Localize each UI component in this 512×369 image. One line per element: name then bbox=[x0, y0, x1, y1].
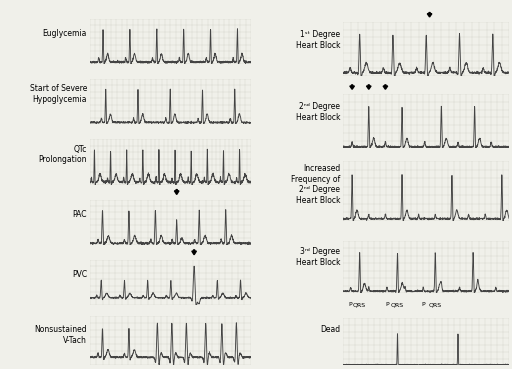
Text: P: P bbox=[385, 302, 389, 307]
Text: P: P bbox=[421, 302, 425, 307]
Text: Euglycemia: Euglycemia bbox=[42, 29, 87, 38]
Text: PVC: PVC bbox=[72, 270, 87, 279]
Text: Dead: Dead bbox=[321, 325, 340, 334]
Text: 1ˢᵗ Degree
Heart Block: 1ˢᵗ Degree Heart Block bbox=[296, 30, 340, 49]
Text: QRS: QRS bbox=[429, 302, 442, 307]
Text: Start of Severe
Hypoglycemia: Start of Severe Hypoglycemia bbox=[30, 85, 87, 104]
Text: Nonsustained
V-Tach: Nonsustained V-Tach bbox=[34, 325, 87, 345]
Text: QTc
Prolongation: QTc Prolongation bbox=[38, 145, 87, 164]
Text: P: P bbox=[349, 302, 352, 307]
Text: PAC: PAC bbox=[73, 210, 87, 219]
Text: QRS: QRS bbox=[353, 302, 366, 307]
Text: 2ⁿᵈ Degree
Heart Block: 2ⁿᵈ Degree Heart Block bbox=[296, 103, 340, 122]
Text: QRS: QRS bbox=[391, 302, 404, 307]
Text: 3ʳᵈ Degree
Heart Block: 3ʳᵈ Degree Heart Block bbox=[296, 247, 340, 266]
Text: Increased
Frequency of
2ⁿᵈ Degree
Heart Block: Increased Frequency of 2ⁿᵈ Degree Heart … bbox=[291, 165, 340, 204]
